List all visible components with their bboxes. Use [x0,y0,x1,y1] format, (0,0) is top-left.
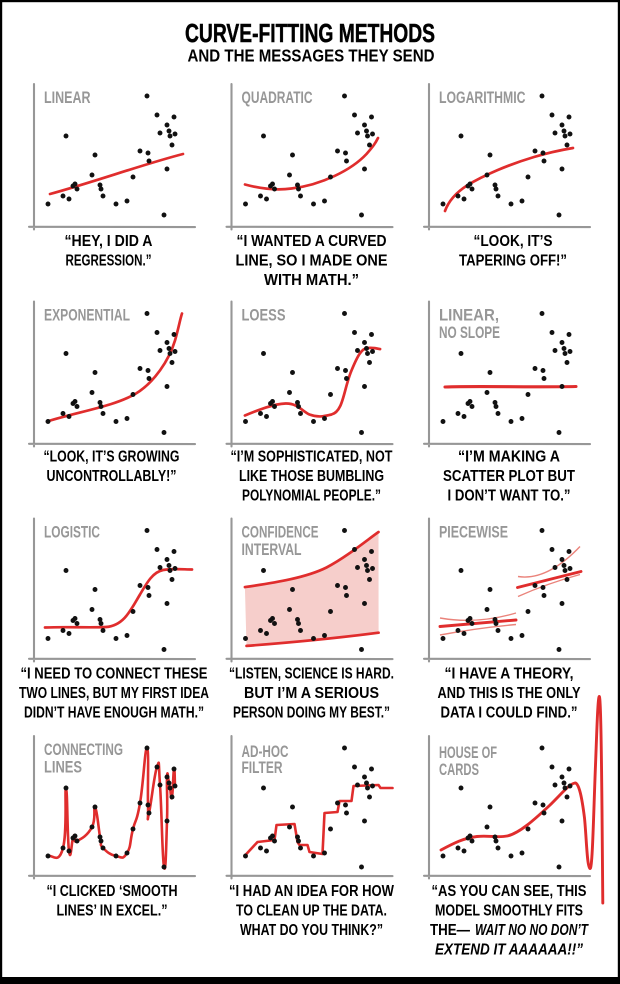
svg-text:TAPERING OFF!”: TAPERING OFF!” [459,253,567,270]
svg-text:PERSON DOING MY BEST.”: PERSON DOING MY BEST.” [233,705,390,722]
svg-text:QUADRATIC: QUADRATIC [242,89,313,107]
svg-text:“I’M SOPHISTICATED, NOT: “I’M SOPHISTICATED, NOT [231,449,393,466]
svg-text:LINEAR: LINEAR [44,89,91,107]
svg-text:“I WANTED A CURVED: “I WANTED A CURVED [237,233,387,250]
svg-text:MODEL SMOOTHLY FITS: MODEL SMOOTHLY FITS [435,903,583,920]
svg-text:EXTEND IT AAAAAA!!”: EXTEND IT AAAAAA!!” [435,942,583,959]
svg-text:WITH MATH.”: WITH MATH.” [264,272,359,289]
svg-text:THE—: THE— [430,922,470,939]
svg-text:HOUSE OF: HOUSE OF [439,744,497,762]
svg-text:WHAT DO YOU THINK?”: WHAT DO YOU THINK?” [240,922,383,939]
svg-text:LOGARITHMIC: LOGARITHMIC [439,89,526,107]
svg-text:CARDS: CARDS [439,761,479,779]
svg-text:PIECEWISE: PIECEWISE [439,524,508,542]
svg-text:“I CLICKED ‘SMOOTH: “I CLICKED ‘SMOOTH [47,883,178,900]
svg-text:LINE, SO I MADE ONE: LINE, SO I MADE ONE [236,253,388,270]
svg-text:AD-HOC: AD-HOC [242,743,289,761]
svg-text:UNCONTROLLABLY!”: UNCONTROLLABLY!” [47,468,177,485]
svg-text:SCATTER PLOT BUT: SCATTER PLOT BUT [443,468,575,485]
svg-text:“I HAVE A THEORY,: “I HAVE A THEORY, [445,666,574,683]
svg-text:“LOOK, IT’S: “LOOK, IT’S [474,233,553,250]
svg-text:EXPONENTIAL: EXPONENTIAL [44,307,130,325]
svg-text:FILTER: FILTER [242,759,283,777]
svg-text:INTERVAL: INTERVAL [242,541,302,559]
svg-text:POLYNOMIAL PEOPLE.”: POLYNOMIAL PEOPLE.” [242,488,381,505]
svg-text:CURVE-FITTING METHODS: CURVE-FITTING METHODS [185,18,435,48]
svg-text:“I HAD AN IDEA FOR HOW: “I HAD AN IDEA FOR HOW [229,883,395,900]
svg-text:LINES’ IN EXCEL.”: LINES’ IN EXCEL.” [57,903,168,920]
svg-text:LIKE THOSE BUMBLING: LIKE THOSE BUMBLING [239,468,384,485]
svg-text:WAIT NO NO DON’T: WAIT NO NO DON’T [475,922,589,939]
svg-text:“AS YOU CAN SEE, THIS: “AS YOU CAN SEE, THIS [432,883,587,900]
svg-text:AND THIS IS THE ONLY: AND THIS IS THE ONLY [438,685,581,702]
svg-text:LINES: LINES [44,758,82,776]
svg-text:DIDN’T HAVE ENOUGH MATH.”: DIDN’T HAVE ENOUGH MATH.” [24,705,204,722]
svg-text:NO SLOPE: NO SLOPE [439,324,500,342]
svg-text:CONNECTING: CONNECTING [44,741,123,759]
svg-text:TO CLEAN UP THE DATA.: TO CLEAN UP THE DATA. [236,903,387,920]
svg-text:“HEY, I DID A: “HEY, I DID A [65,233,153,250]
svg-text:LINEAR,: LINEAR, [439,307,499,325]
svg-text:“I NEED TO CONNECT THESE: “I NEED TO CONNECT THESE [21,666,208,683]
svg-text:“I’M MAKING A: “I’M MAKING A [458,449,560,466]
svg-text:BUT I’M A SERIOUS: BUT I’M A SERIOUS [244,685,379,702]
svg-text:I DON’T WANT TO.”: I DON’T WANT TO.” [448,488,571,505]
svg-text:DATA I COULD FIND.”: DATA I COULD FIND.” [441,705,578,722]
svg-text:LOGISTIC: LOGISTIC [44,524,100,542]
svg-text:LOESS: LOESS [242,307,286,325]
svg-text:“LOOK, IT’S GROWING: “LOOK, IT’S GROWING [44,449,180,466]
svg-text:CONFIDENCE: CONFIDENCE [242,524,319,542]
svg-text:AND THE MESSAGES THEY SEND: AND THE MESSAGES THEY SEND [188,46,435,66]
svg-text:“LISTEN, SCIENCE IS HARD.: “LISTEN, SCIENCE IS HARD. [229,666,394,683]
svg-text:REGRESSION.”: REGRESSION.” [66,253,152,270]
svg-text:TWO LINES, BUT MY FIRST IDEA: TWO LINES, BUT MY FIRST IDEA [19,685,209,702]
